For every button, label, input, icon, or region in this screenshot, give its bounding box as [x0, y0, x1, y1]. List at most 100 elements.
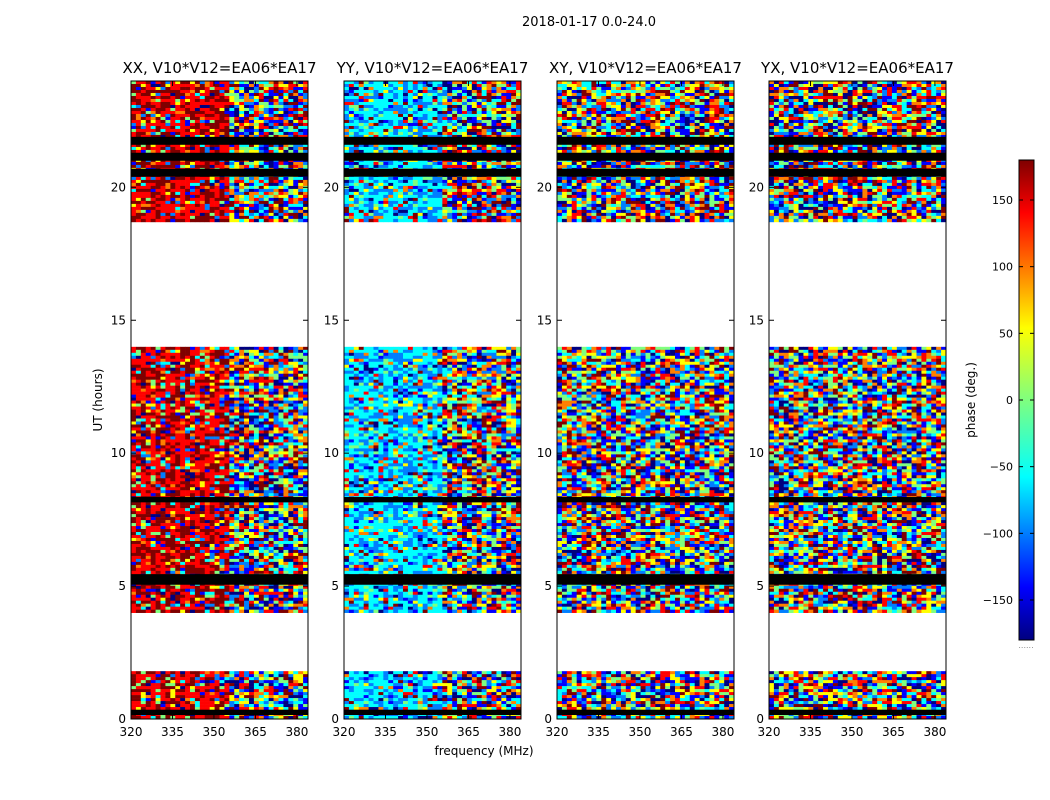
heatmap-cell [303, 98, 309, 103]
heatmap-cell [175, 433, 181, 437]
heatmap-cell [244, 475, 250, 479]
heatmap-cell [165, 686, 171, 690]
heatmap-cell [214, 394, 220, 398]
heatmap-cell [175, 451, 181, 455]
heatmap-cell [234, 89, 240, 94]
heatmap-cell [140, 529, 147, 533]
heatmap-cell [165, 543, 171, 548]
heatmap-cell [219, 445, 225, 449]
heatmap-cell [190, 552, 196, 557]
heatmap-cell [283, 394, 289, 398]
heatmap-cell [145, 520, 151, 524]
heatmap-cell [293, 529, 299, 533]
heatmap-cell [303, 701, 309, 705]
heatmap-cell [131, 125, 137, 130]
heatmap-cell [214, 472, 220, 476]
heatmap-cell [199, 671, 206, 675]
heatmap-cell [283, 352, 289, 357]
heatmap-cell [214, 460, 220, 464]
heatmap-cell [283, 561, 289, 566]
heatmap-cell [165, 588, 171, 593]
heatmap-cell [190, 400, 196, 404]
heatmap-cell [283, 110, 289, 115]
heatmap-cell [160, 532, 166, 536]
heatmap-cell [283, 517, 289, 521]
heatmap-cell [288, 490, 294, 494]
heatmap-cell [298, 704, 304, 708]
heatmap-cell [229, 424, 235, 428]
heatmap-cell [160, 543, 166, 548]
heatmap-cell [199, 523, 206, 527]
heatmap-cell [145, 101, 151, 106]
heatmap-cell [150, 104, 156, 109]
heatmap-cell [170, 439, 176, 443]
heatmap-cell [209, 128, 215, 133]
heatmap-cell [204, 143, 210, 148]
heatmap-cell [229, 469, 235, 473]
heatmap-cell [140, 364, 147, 369]
heatmap-cell [293, 81, 299, 85]
heatmap-cell [155, 549, 161, 554]
heatmap-cell [293, 540, 299, 545]
heatmap-cell [288, 511, 294, 515]
heatmap-cell [268, 143, 274, 148]
heatmap-cell [175, 570, 181, 575]
heatmap-cell [263, 588, 269, 593]
heatmap-cell [239, 487, 245, 491]
heatmap-cell [298, 546, 304, 551]
heatmap-cell [190, 146, 196, 151]
heatmap-cell [131, 122, 137, 127]
heatmap-cell [278, 490, 284, 494]
heatmap-cell [224, 677, 230, 681]
heatmap-cell [204, 361, 210, 366]
heatmap-cell [253, 98, 260, 103]
heatmap-cell [229, 570, 235, 575]
heatmap-cell [258, 436, 265, 440]
heatmap-cell [268, 433, 274, 437]
heatmap-cell [258, 698, 265, 702]
heatmap-cell [155, 606, 161, 610]
heatmap-cell [155, 716, 161, 720]
heatmap-cell [288, 502, 294, 506]
heatmap-cell [258, 84, 265, 88]
heatmap-cell [175, 415, 181, 419]
heatmap-cell [165, 352, 171, 357]
heatmap-cell [194, 698, 201, 702]
heatmap-cell [175, 707, 181, 711]
heatmap-cell [273, 695, 279, 699]
heatmap-cell [244, 514, 250, 518]
heatmap-cell [293, 543, 299, 548]
heatmap-cell [258, 370, 265, 375]
heatmap-cell [155, 110, 161, 115]
heatmap-cell [190, 110, 196, 115]
heatmap-cell [229, 122, 235, 127]
heatmap-cell [219, 680, 225, 684]
heatmap-cell [253, 472, 260, 476]
heatmap-cell [219, 382, 225, 386]
heatmap-cell [219, 692, 225, 696]
heatmap-cell [219, 406, 225, 410]
heatmap-cell [249, 600, 255, 605]
heatmap-cell [140, 448, 147, 452]
heatmap-cell [219, 558, 225, 563]
heatmap-cell [180, 567, 186, 572]
heatmap-cell [303, 567, 309, 572]
heatmap-cell [288, 555, 294, 560]
heatmap-cell [224, 179, 230, 184]
heatmap-cell [278, 532, 284, 536]
heatmap-cell [170, 406, 176, 410]
heatmap-cell [239, 161, 245, 166]
heatmap-cell [288, 119, 294, 124]
heatmap-cell [204, 505, 210, 509]
heatmap-cell [244, 391, 250, 395]
heatmap-cell [160, 403, 166, 407]
heatmap-cell [165, 382, 171, 386]
heatmap-cell [278, 421, 284, 425]
heatmap-cell [199, 161, 206, 166]
heatmap-cell [263, 400, 269, 404]
heatmap-cell [135, 505, 142, 509]
heatmap-cell [283, 397, 289, 401]
heatmap-cell [288, 457, 294, 461]
heatmap-cell [219, 84, 225, 88]
heatmap-cell [150, 594, 156, 599]
